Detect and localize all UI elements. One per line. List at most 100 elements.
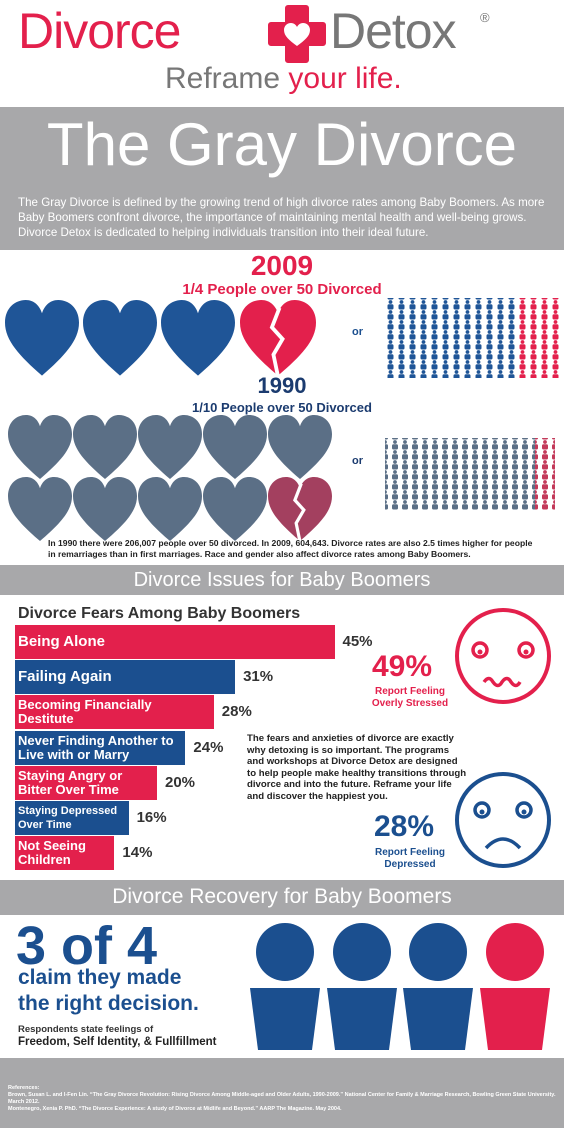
bar: [15, 695, 214, 730]
claim-line: claim they made: [18, 966, 182, 989]
stat-percent: 49%: [372, 650, 433, 683]
or-label: or: [352, 455, 363, 467]
claim-line: the right decision.: [18, 992, 199, 1015]
heart: [73, 477, 137, 542]
heart-shape: [73, 477, 137, 542]
reference-line: Montenegro, Xenia P. PhD. “The Divorce E…: [8, 1106, 342, 1112]
recovery-people: [250, 923, 550, 1050]
header-band: [0, 107, 564, 250]
section-band: [0, 565, 564, 595]
intro-text: The Gray Divorce is defined by the growi…: [18, 196, 545, 239]
bar: [15, 801, 129, 835]
heart-shape: [203, 415, 267, 480]
heart: [138, 415, 202, 480]
or-label: or: [352, 326, 363, 338]
references: References: Brown, Susan L. and I-Fen Lin…: [8, 1085, 558, 1113]
tagline: Reframe your life.: [165, 62, 402, 96]
heart: [138, 477, 202, 542]
bar-value: 16%: [136, 809, 167, 826]
heart-shape: [138, 477, 202, 542]
logo-word: Detox: [330, 3, 457, 59]
stat-caption: 1/10 People over 50 Divorced: [192, 400, 372, 415]
section-heading: Divorce Issues for Baby Boomers: [133, 569, 431, 591]
depressed-face: [455, 772, 551, 868]
people-grid: [385, 438, 535, 510]
note: Respondents state feelings of: [18, 1024, 154, 1035]
stressed-face: [455, 608, 551, 704]
year: 1990: [257, 373, 307, 398]
heart-shape: [8, 415, 72, 480]
main-title: The Gray Divorce: [46, 111, 518, 178]
caption-line: Depressed: [384, 859, 436, 870]
heart-shape: [73, 415, 137, 480]
stat-caption: Report Feeling Depressed: [340, 847, 480, 871]
bar: [15, 730, 186, 765]
stat-caption: 1/4 People over 50 Divorced: [182, 281, 382, 298]
references-band: [0, 1058, 564, 1128]
heart-shape: [268, 477, 332, 542]
bar: [15, 660, 236, 695]
bar-label: Failing Again: [18, 668, 112, 686]
year: 2009: [250, 250, 314, 281]
bar: [15, 625, 335, 659]
heart-shape: [83, 300, 157, 376]
bar-value: 28%: [221, 703, 252, 721]
bar-label: Becoming Financially Destitute: [18, 697, 152, 727]
people-grid: [385, 298, 517, 378]
heart-shape: [138, 415, 202, 480]
section-band: [0, 880, 564, 915]
heart: [73, 415, 137, 480]
bar-label: Staying Angry or Bitter Over Time: [18, 767, 123, 797]
bar-value: 14%: [122, 844, 153, 862]
bar-label: Not Seeing Children: [18, 838, 86, 868]
heart: [83, 300, 157, 376]
heart-shape: [8, 477, 72, 542]
heart: [203, 415, 267, 480]
bar-value: 20%: [165, 773, 196, 791]
broken-heart: [268, 477, 332, 543]
people-grid-highlight: [535, 438, 555, 510]
bar-value: 45%: [342, 633, 373, 650]
heart: [268, 415, 332, 480]
claim: claim they made the right decision.: [18, 965, 199, 1017]
heart: [8, 477, 72, 542]
tagline-part: your life.: [288, 62, 402, 95]
people-grid-highlight: [517, 298, 561, 378]
bar: [15, 836, 115, 871]
heart-shape: [161, 300, 235, 376]
feelings: Freedom, Self Identity, & Fullfillment: [18, 1036, 217, 1048]
logo-heart: [284, 23, 310, 46]
hearts: [5, 300, 332, 543]
chart-title: Divorce Fears Among Baby Boomers: [18, 605, 301, 622]
stats-note: In 1990 there were 206,007 people over 5…: [48, 538, 533, 559]
heart-shape: [5, 300, 79, 376]
caption-line: Report Feeling: [374, 686, 445, 697]
heart: [203, 477, 267, 542]
heart-shape: [240, 300, 316, 376]
reference-line: References:: [8, 1085, 40, 1091]
bar-value: 24%: [193, 738, 224, 756]
heart: [5, 300, 79, 376]
registered-mark: ®: [480, 10, 490, 25]
stat-caption: Report Feeling Overly Stressed: [340, 686, 480, 710]
big-stat: 3 of 4: [16, 916, 158, 976]
heart-crack: [269, 307, 285, 377]
tagline-part: Reframe: [165, 62, 281, 95]
caption-line: Overly Stressed: [371, 698, 449, 709]
heart: [8, 415, 72, 480]
heart: [161, 300, 235, 376]
paragraph: The fears and anxieties of divorce are e…: [247, 733, 467, 802]
heart-shape: [203, 477, 267, 542]
heart-shape: [268, 415, 332, 480]
reference-line: Brown, Susan L. and I-Fen Lin. “The Gray…: [8, 1092, 556, 1105]
bar-label: Being Alone: [18, 633, 105, 650]
stat-percent: 28%: [374, 810, 435, 843]
bar: [15, 765, 157, 800]
section-heading: Divorce Recovery for Baby Boomers: [112, 885, 452, 908]
heart-crack: [293, 482, 306, 543]
bar-label: Staying Depressed Over Time: [18, 805, 118, 831]
caption-line: Report Feeling: [374, 847, 445, 858]
broken-heart: [240, 300, 316, 377]
